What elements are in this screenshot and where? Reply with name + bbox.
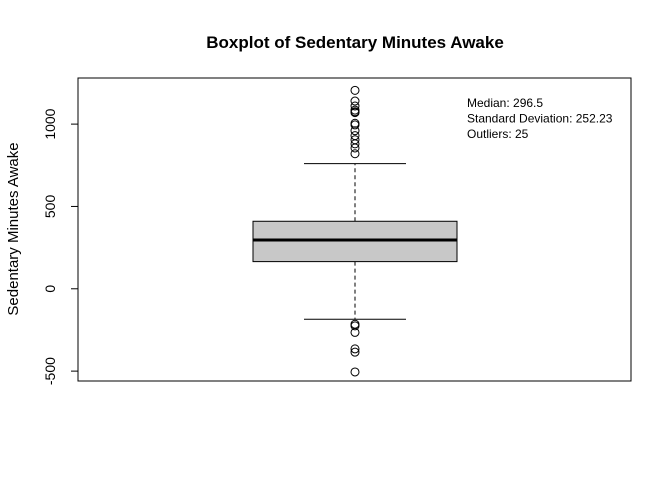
y-axis: -500 0 500 1000 bbox=[42, 108, 79, 385]
y-tick-label: -500 bbox=[42, 357, 58, 385]
outlier-point bbox=[350, 126, 360, 136]
y-axis-label: Sedentary Minutes Awake bbox=[5, 142, 22, 315]
outlier-point bbox=[350, 120, 360, 130]
annotation-line: Median: 296.5 bbox=[467, 96, 543, 110]
annotation-line: Standard Deviation: 252.23 bbox=[467, 112, 613, 126]
y-tick-label: 0 bbox=[42, 285, 58, 293]
outlier-point bbox=[350, 327, 360, 337]
annotation-line: Outliers: 25 bbox=[467, 127, 529, 141]
outlier-point bbox=[350, 108, 360, 118]
outlier-point bbox=[350, 85, 360, 95]
outlier-point bbox=[350, 149, 360, 159]
outlier-point bbox=[350, 139, 360, 149]
outlier-point bbox=[350, 321, 360, 331]
y-tick-label: 500 bbox=[42, 195, 58, 219]
outlier-point bbox=[350, 344, 360, 354]
annotation-block: Median: 296.5 Standard Deviation: 252.23O… bbox=[467, 96, 613, 141]
chart-title: Boxplot of Sedentary Minutes Awake bbox=[206, 33, 504, 52]
outlier-point bbox=[350, 101, 360, 111]
plot-area bbox=[252, 85, 458, 377]
outlier-point bbox=[350, 367, 360, 377]
y-tick-label: 1000 bbox=[42, 108, 58, 139]
outlier-point bbox=[350, 347, 360, 357]
outlier-point bbox=[350, 143, 360, 153]
outlier-point bbox=[350, 96, 360, 106]
